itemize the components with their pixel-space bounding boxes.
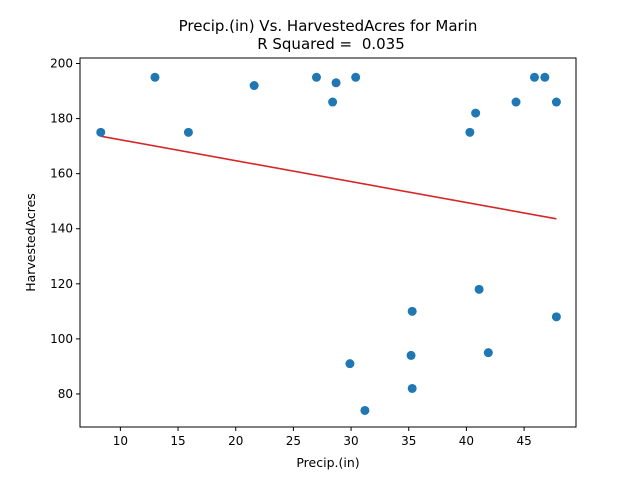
regression-line-group <box>100 135 557 220</box>
y-tick-label: 100 <box>50 332 73 346</box>
x-tick-label: 40 <box>459 434 474 448</box>
data-point <box>474 284 484 294</box>
data-point <box>471 108 481 118</box>
data-point <box>551 97 561 107</box>
x-tick-label: 45 <box>516 434 531 448</box>
x-tick-label: 15 <box>170 434 185 448</box>
data-point <box>551 312 561 322</box>
y-tick-label: 200 <box>50 57 73 71</box>
x-tick-label: 35 <box>401 434 416 448</box>
data-point <box>351 72 361 82</box>
data-point <box>406 350 416 360</box>
x-tick-label: 20 <box>228 434 243 448</box>
data-point <box>331 78 341 88</box>
y-tick-label: 160 <box>50 167 73 181</box>
data-point <box>540 72 550 82</box>
regression-line <box>100 135 557 220</box>
axis-ticks: 10 15 20 25 30 35 40 45 80 100 120 140 160 180 200 <box>50 57 532 448</box>
scatter-points <box>96 72 561 415</box>
data-point <box>407 383 417 393</box>
data-point <box>183 127 193 137</box>
x-tick-label: 25 <box>286 434 301 448</box>
data-point <box>360 405 370 415</box>
y-tick-label: 140 <box>50 222 73 236</box>
data-point <box>96 127 106 137</box>
data-point <box>311 72 321 82</box>
x-tick-label: 30 <box>343 434 358 448</box>
y-tick-label: 180 <box>50 112 73 126</box>
data-point <box>249 81 259 91</box>
x-axis-label: Precip.(in) <box>296 455 359 470</box>
data-point <box>465 127 475 137</box>
y-tick-label: 120 <box>50 277 73 291</box>
data-point <box>511 97 521 107</box>
y-tick-label: 80 <box>58 387 73 401</box>
plot-frame <box>79 57 577 428</box>
data-point <box>150 72 160 82</box>
r-squared-value: 0.035 <box>362 35 405 53</box>
y-axis-label: HarvestedAcres <box>23 193 38 292</box>
data-point <box>328 97 338 107</box>
data-point <box>407 306 417 316</box>
r-squared-label: R Squared = <box>257 35 357 53</box>
data-point <box>345 359 355 369</box>
data-point <box>483 348 493 358</box>
data-point <box>529 72 539 82</box>
chart-subtitle: R Squared = 0.035 <box>257 35 405 53</box>
x-tick-label: 10 <box>113 434 128 448</box>
chart-title: Precip.(in) Vs. HarvestedAcres for Marin <box>179 17 478 35</box>
